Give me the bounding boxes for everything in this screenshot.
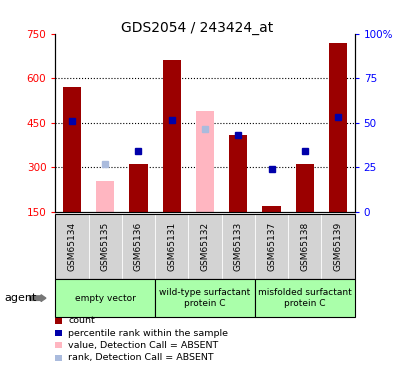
- Bar: [162, 60, 180, 212]
- Text: GSM65138: GSM65138: [299, 222, 308, 271]
- Bar: [328, 43, 346, 212]
- Text: GSM65132: GSM65132: [200, 222, 209, 271]
- Text: GSM65134: GSM65134: [67, 222, 76, 271]
- Text: GSM65139: GSM65139: [333, 222, 342, 271]
- Bar: [96, 181, 114, 212]
- Bar: [129, 164, 147, 212]
- Bar: [262, 206, 280, 212]
- Text: GSM65133: GSM65133: [233, 222, 242, 271]
- Text: percentile rank within the sample: percentile rank within the sample: [68, 328, 227, 338]
- Text: empty vector: empty vector: [74, 294, 135, 303]
- Text: wild-type surfactant
protein C: wild-type surfactant protein C: [159, 288, 250, 308]
- Bar: [196, 111, 213, 212]
- Text: GDS2054 / 243424_at: GDS2054 / 243424_at: [120, 21, 272, 34]
- Text: GSM65131: GSM65131: [167, 222, 176, 271]
- Text: misfolded surfactant
protein C: misfolded surfactant protein C: [257, 288, 351, 308]
- Bar: [229, 135, 247, 212]
- Text: GSM65137: GSM65137: [266, 222, 275, 271]
- Text: rank, Detection Call = ABSENT: rank, Detection Call = ABSENT: [68, 353, 213, 362]
- Text: GSM65136: GSM65136: [134, 222, 143, 271]
- Text: value, Detection Call = ABSENT: value, Detection Call = ABSENT: [68, 341, 218, 350]
- Text: GSM65135: GSM65135: [101, 222, 110, 271]
- Text: agent: agent: [4, 293, 36, 303]
- Bar: [295, 164, 313, 212]
- Bar: [63, 87, 81, 212]
- Text: count: count: [68, 316, 94, 325]
